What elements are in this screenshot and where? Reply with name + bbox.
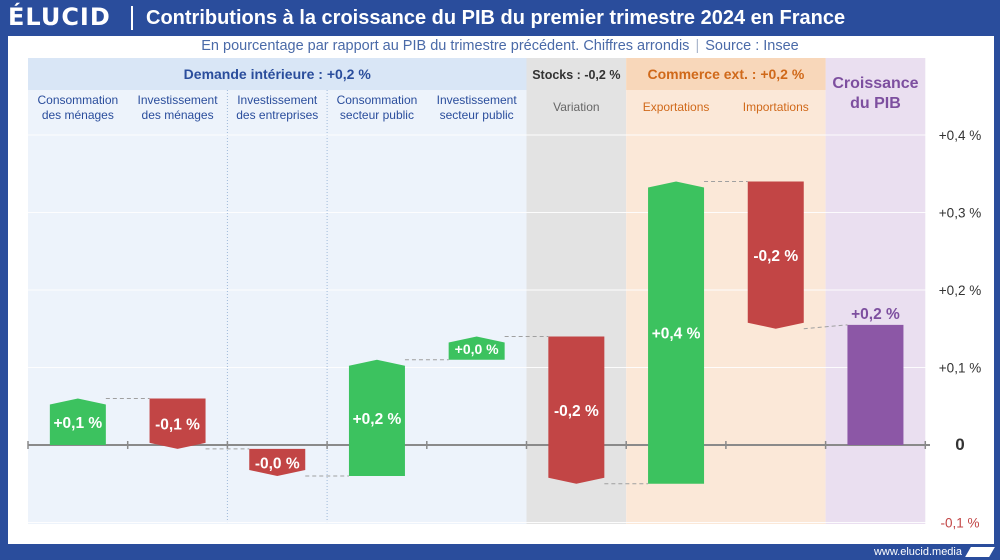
data-label: -0,2 %: [753, 248, 798, 265]
data-label: +0,0 %: [455, 341, 500, 357]
footer-url[interactable]: www.elucid.media: [873, 546, 962, 558]
group-band-gdp: [825, 58, 926, 524]
data-label: +0,1 %: [54, 415, 103, 432]
waterfall-bar: [448, 336, 505, 360]
waterfall-bar: [49, 398, 106, 445]
y-tick-label: -0,1 %: [940, 516, 979, 531]
elucid-logo[interactable]: ÉLUCID: [8, 3, 111, 31]
header: ÉLUCID Contributions à la croissance du …: [0, 0, 1000, 36]
data-label: +0,2 %: [851, 306, 900, 323]
data-label: +0,2 %: [353, 411, 402, 428]
category-label: secteur public: [340, 108, 414, 122]
waterfall-bar: [249, 448, 306, 476]
y-tick-label: 0: [955, 435, 964, 454]
source-separator: |: [695, 38, 700, 54]
group-label-commerce: Commerce ext. : +0,2 %: [648, 66, 805, 82]
group-label-stocks: Stocks : -0,2 %: [532, 68, 620, 82]
gdp-header-line: du PIB: [850, 95, 901, 112]
footer: www.elucid.media: [873, 546, 995, 558]
subtitle: En pourcentage par rapport au PIB du tri…: [0, 38, 1000, 54]
category-label: Importations: [743, 100, 809, 114]
gdp-total-bar: [847, 324, 904, 445]
category-label: des ménages: [142, 108, 214, 122]
group-header-demand: [28, 58, 527, 90]
category-label: secteur public: [440, 108, 514, 122]
subtitle-text: En pourcentage par rapport au PIB du tri…: [201, 38, 690, 54]
data-label: -0,0 %: [255, 455, 300, 472]
waterfall-bar: [648, 181, 705, 484]
y-tick-label: +0,3 %: [939, 206, 981, 221]
page-title: Contributions à la croissance du PIB du …: [146, 7, 846, 29]
category-label: Consommation: [37, 93, 118, 107]
waterfall-bar: [747, 181, 804, 329]
group-header-commerce: [626, 58, 826, 90]
category-label: Investissement: [237, 93, 318, 107]
y-tick-label: +0,4 %: [939, 128, 981, 143]
header-divider: [131, 6, 133, 30]
category-label: Variation: [553, 100, 599, 114]
category-label: Investissement: [138, 93, 219, 107]
y-tick-label: +0,2 %: [939, 283, 981, 298]
connector-line: [803, 324, 848, 330]
data-label: -0,2 %: [554, 403, 599, 420]
waterfall-bar: [548, 336, 605, 484]
source-text: Source : Insee: [705, 38, 799, 54]
waterfall-bar: [348, 359, 405, 476]
data-label: -0,1 %: [155, 417, 200, 434]
data-label: +0,4 %: [652, 326, 701, 343]
category-label: des entreprises: [236, 108, 318, 122]
waterfall-bar: [149, 398, 206, 449]
category-label: des ménages: [42, 108, 114, 122]
category-label: Investissement: [437, 93, 518, 107]
category-label: Consommation: [337, 93, 418, 107]
elucid-mark-icon: [965, 547, 995, 557]
category-label: Exportations: [643, 100, 710, 114]
group-band-demand: [28, 58, 527, 524]
gdp-header-line: Croissance: [832, 75, 918, 92]
y-tick-label: +0,1 %: [939, 361, 981, 376]
group-label-demand: Demande intérieure : +0,2 %: [184, 66, 372, 82]
